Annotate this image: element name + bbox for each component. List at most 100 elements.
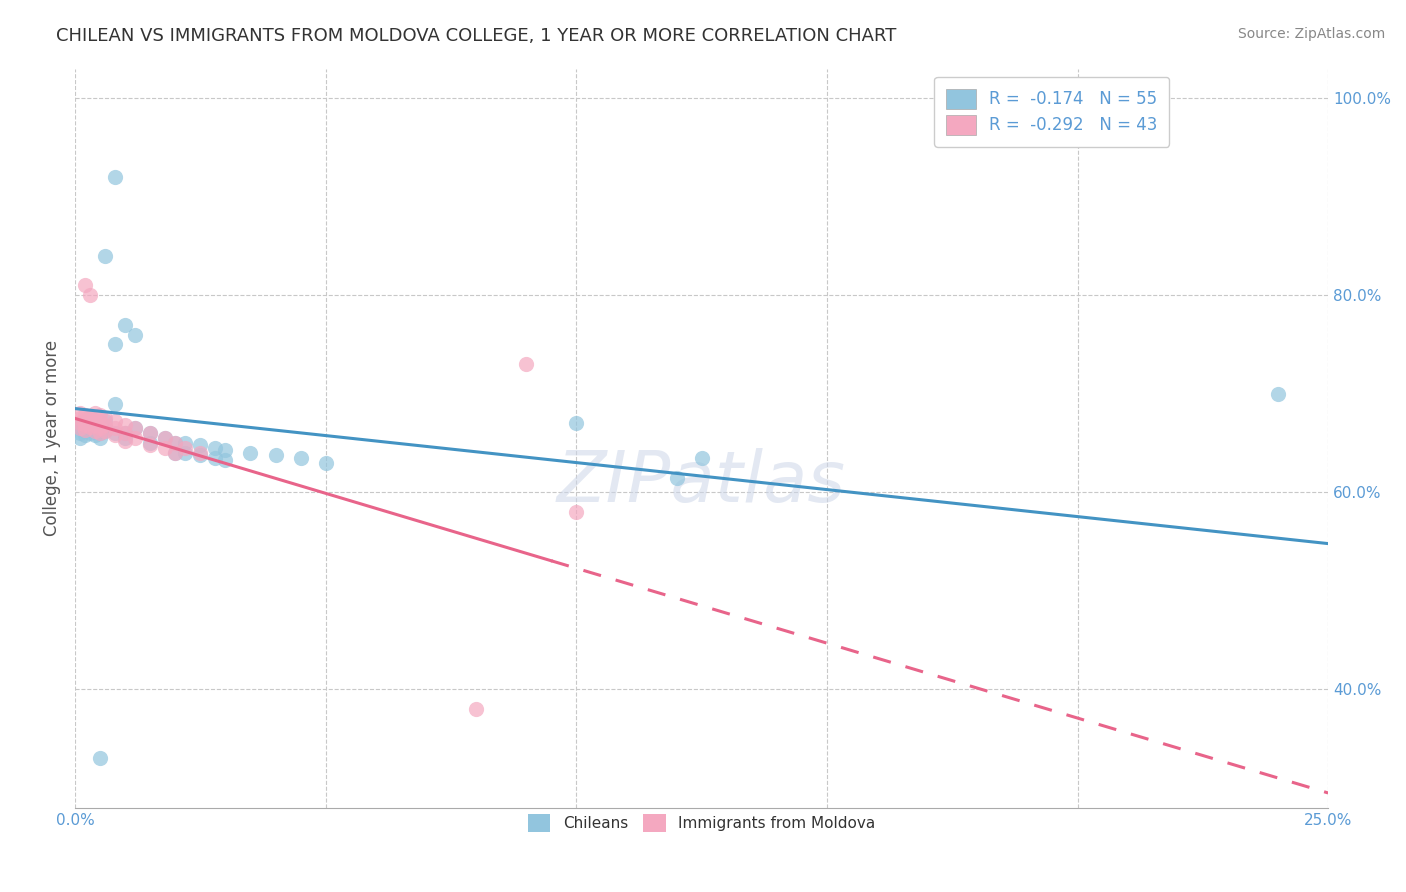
Point [89,751,111,765]
Point [94,419,117,434]
Point [104,414,127,428]
Point [114,426,136,441]
Point [665,470,688,484]
Point [89,421,111,435]
Point [94,414,117,428]
Point [89,409,111,423]
Point [79,411,101,425]
Point [73,418,96,433]
Text: ZIPatlas: ZIPatlas [557,448,846,517]
Point [124,421,146,435]
Point [174,446,197,460]
Point [79,426,101,441]
Point [79,288,101,302]
Point [124,327,146,342]
Point [69,417,91,431]
Point [174,436,197,450]
Point [69,431,91,445]
Point [114,418,136,433]
Point [69,407,91,421]
Point [139,438,162,452]
Point [188,438,211,452]
Point [139,426,162,441]
Point [214,452,236,467]
Point [73,414,96,428]
Text: CHILEAN VS IMMIGRANTS FROM MOLDOVA COLLEGE, 1 YEAR OR MORE CORRELATION CHART: CHILEAN VS IMMIGRANTS FROM MOLDOVA COLLE… [56,27,897,45]
Point [79,410,101,425]
Point [139,426,162,441]
Point [188,446,211,460]
Point [165,446,187,460]
Point [84,424,107,438]
Point [104,397,127,411]
Point [69,426,91,441]
Point [465,702,488,716]
Point [84,428,107,442]
Point [155,431,177,445]
Point [89,414,111,428]
Point [104,337,127,351]
Y-axis label: College, 1 year or more: College, 1 year or more [44,340,60,536]
Point [174,441,197,455]
Point [104,428,127,442]
Point [73,418,96,433]
Point [165,436,187,450]
Point [69,421,91,435]
Point [79,417,101,431]
Text: Source: ZipAtlas.com: Source: ZipAtlas.com [1237,27,1385,41]
Point [73,423,96,437]
Point [204,441,226,455]
Point [94,418,117,433]
Point [94,424,117,438]
Point [89,421,111,435]
Point [124,431,146,445]
Point [79,421,101,435]
Point [94,411,117,425]
Point [165,436,187,450]
Point [84,407,107,421]
Point [239,446,262,460]
Point [114,431,136,445]
Point [565,505,588,519]
Point [315,456,337,470]
Point [94,424,117,438]
Point [84,418,107,433]
Point [690,450,713,465]
Point [84,418,107,433]
Point [79,416,101,430]
Point [73,278,96,293]
Point [139,436,162,450]
Point [84,423,107,437]
Point [155,441,177,455]
Point [89,417,111,431]
Legend: Chileans, Immigrants from Moldova: Chileans, Immigrants from Moldova [516,801,887,845]
Point [114,434,136,448]
Point [73,413,96,427]
Point [515,357,537,371]
Point [89,426,111,441]
Point [69,417,91,431]
Point [214,442,236,457]
Point [104,426,127,441]
Point [79,420,101,434]
Point [204,450,226,465]
Point [84,414,107,428]
Point [69,411,91,425]
Point [104,169,127,184]
Point [165,446,187,460]
Point [73,409,96,423]
Point [124,421,146,435]
Point [94,249,117,263]
Point [84,413,107,427]
Point [89,426,111,441]
Point [114,426,136,441]
Point [1267,386,1289,401]
Point [73,424,96,438]
Point [104,421,127,435]
Point [73,428,96,442]
Point [155,431,177,445]
Point [89,431,111,445]
Point [264,448,287,462]
Point [188,448,211,462]
Point [290,450,312,465]
